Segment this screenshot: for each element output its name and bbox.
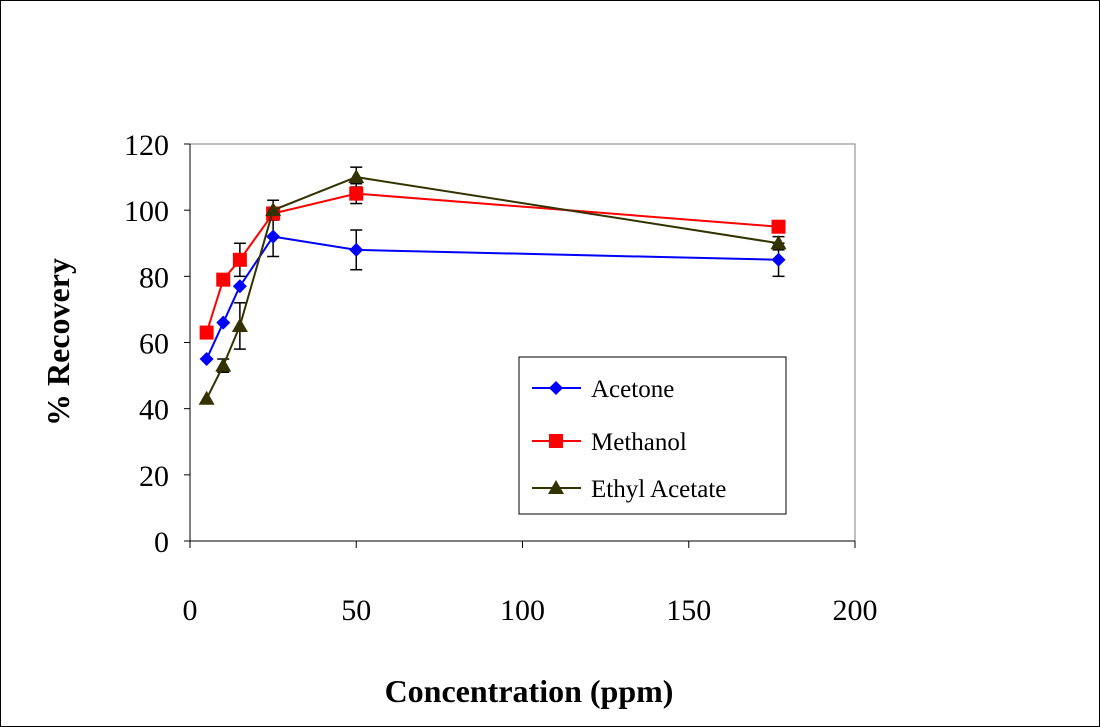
x-tick-label: 200 bbox=[833, 594, 878, 627]
legend-marker-ethyl-acetate bbox=[548, 480, 564, 494]
point-methanol bbox=[216, 272, 231, 287]
point-acetone bbox=[266, 229, 281, 244]
legend: Acetone Methanol Ethyl Acetate bbox=[518, 356, 787, 515]
x-axis-title: Concentration (ppm) bbox=[385, 673, 674, 709]
legend-item-ethyl-acetate: Ethyl Acetate bbox=[532, 476, 726, 503]
tick-labels: 0 20 40 60 80 100 120 0 50 100 150 200 bbox=[124, 129, 878, 627]
legend-label-ethyl-acetate: Ethyl Acetate bbox=[591, 476, 726, 503]
x-tick-label: 0 bbox=[183, 594, 198, 627]
point-acetone bbox=[771, 252, 786, 267]
point-methanol bbox=[771, 219, 786, 234]
x-tick-label: 50 bbox=[341, 594, 371, 627]
y-tick-label: 20 bbox=[139, 460, 169, 493]
y-tick-label: 100 bbox=[124, 195, 169, 228]
legend-marker-methanol bbox=[549, 434, 563, 448]
y-axis-title: % Recovery bbox=[40, 258, 76, 426]
legend-label-methanol: Methanol bbox=[591, 429, 687, 456]
point-ethyl-acetate bbox=[231, 317, 248, 332]
point-ethyl-acetate bbox=[198, 390, 215, 405]
legend-item-methanol: Methanol bbox=[532, 429, 687, 456]
point-ethyl-acetate bbox=[348, 169, 365, 184]
point-methanol bbox=[232, 252, 247, 267]
x-tick-label: 150 bbox=[666, 594, 711, 627]
legend-item-acetone: Acetone bbox=[532, 376, 674, 403]
point-ethyl-acetate bbox=[215, 357, 232, 372]
series-layer bbox=[198, 169, 787, 405]
y-tick-label: 80 bbox=[139, 261, 169, 294]
y-tick-label: 40 bbox=[139, 394, 169, 427]
y-tick-label: 60 bbox=[139, 328, 169, 361]
point-ethyl-acetate bbox=[265, 202, 282, 217]
legend-marker-acetone bbox=[549, 381, 563, 395]
point-methanol bbox=[349, 186, 364, 201]
series-line-methanol bbox=[205, 192, 779, 333]
point-methanol bbox=[199, 325, 214, 340]
x-tick-label: 100 bbox=[500, 594, 545, 627]
y-tick-label: 0 bbox=[154, 526, 169, 559]
y-tick-label: 120 bbox=[124, 129, 169, 162]
point-ethyl-acetate bbox=[770, 235, 787, 250]
point-acetone bbox=[349, 242, 364, 257]
axes bbox=[184, 143, 856, 548]
point-acetone bbox=[216, 315, 231, 330]
point-acetone bbox=[232, 279, 247, 294]
series-line-acetone bbox=[205, 235, 779, 360]
point-acetone bbox=[199, 352, 214, 367]
legend-label-acetone: Acetone bbox=[591, 376, 674, 403]
